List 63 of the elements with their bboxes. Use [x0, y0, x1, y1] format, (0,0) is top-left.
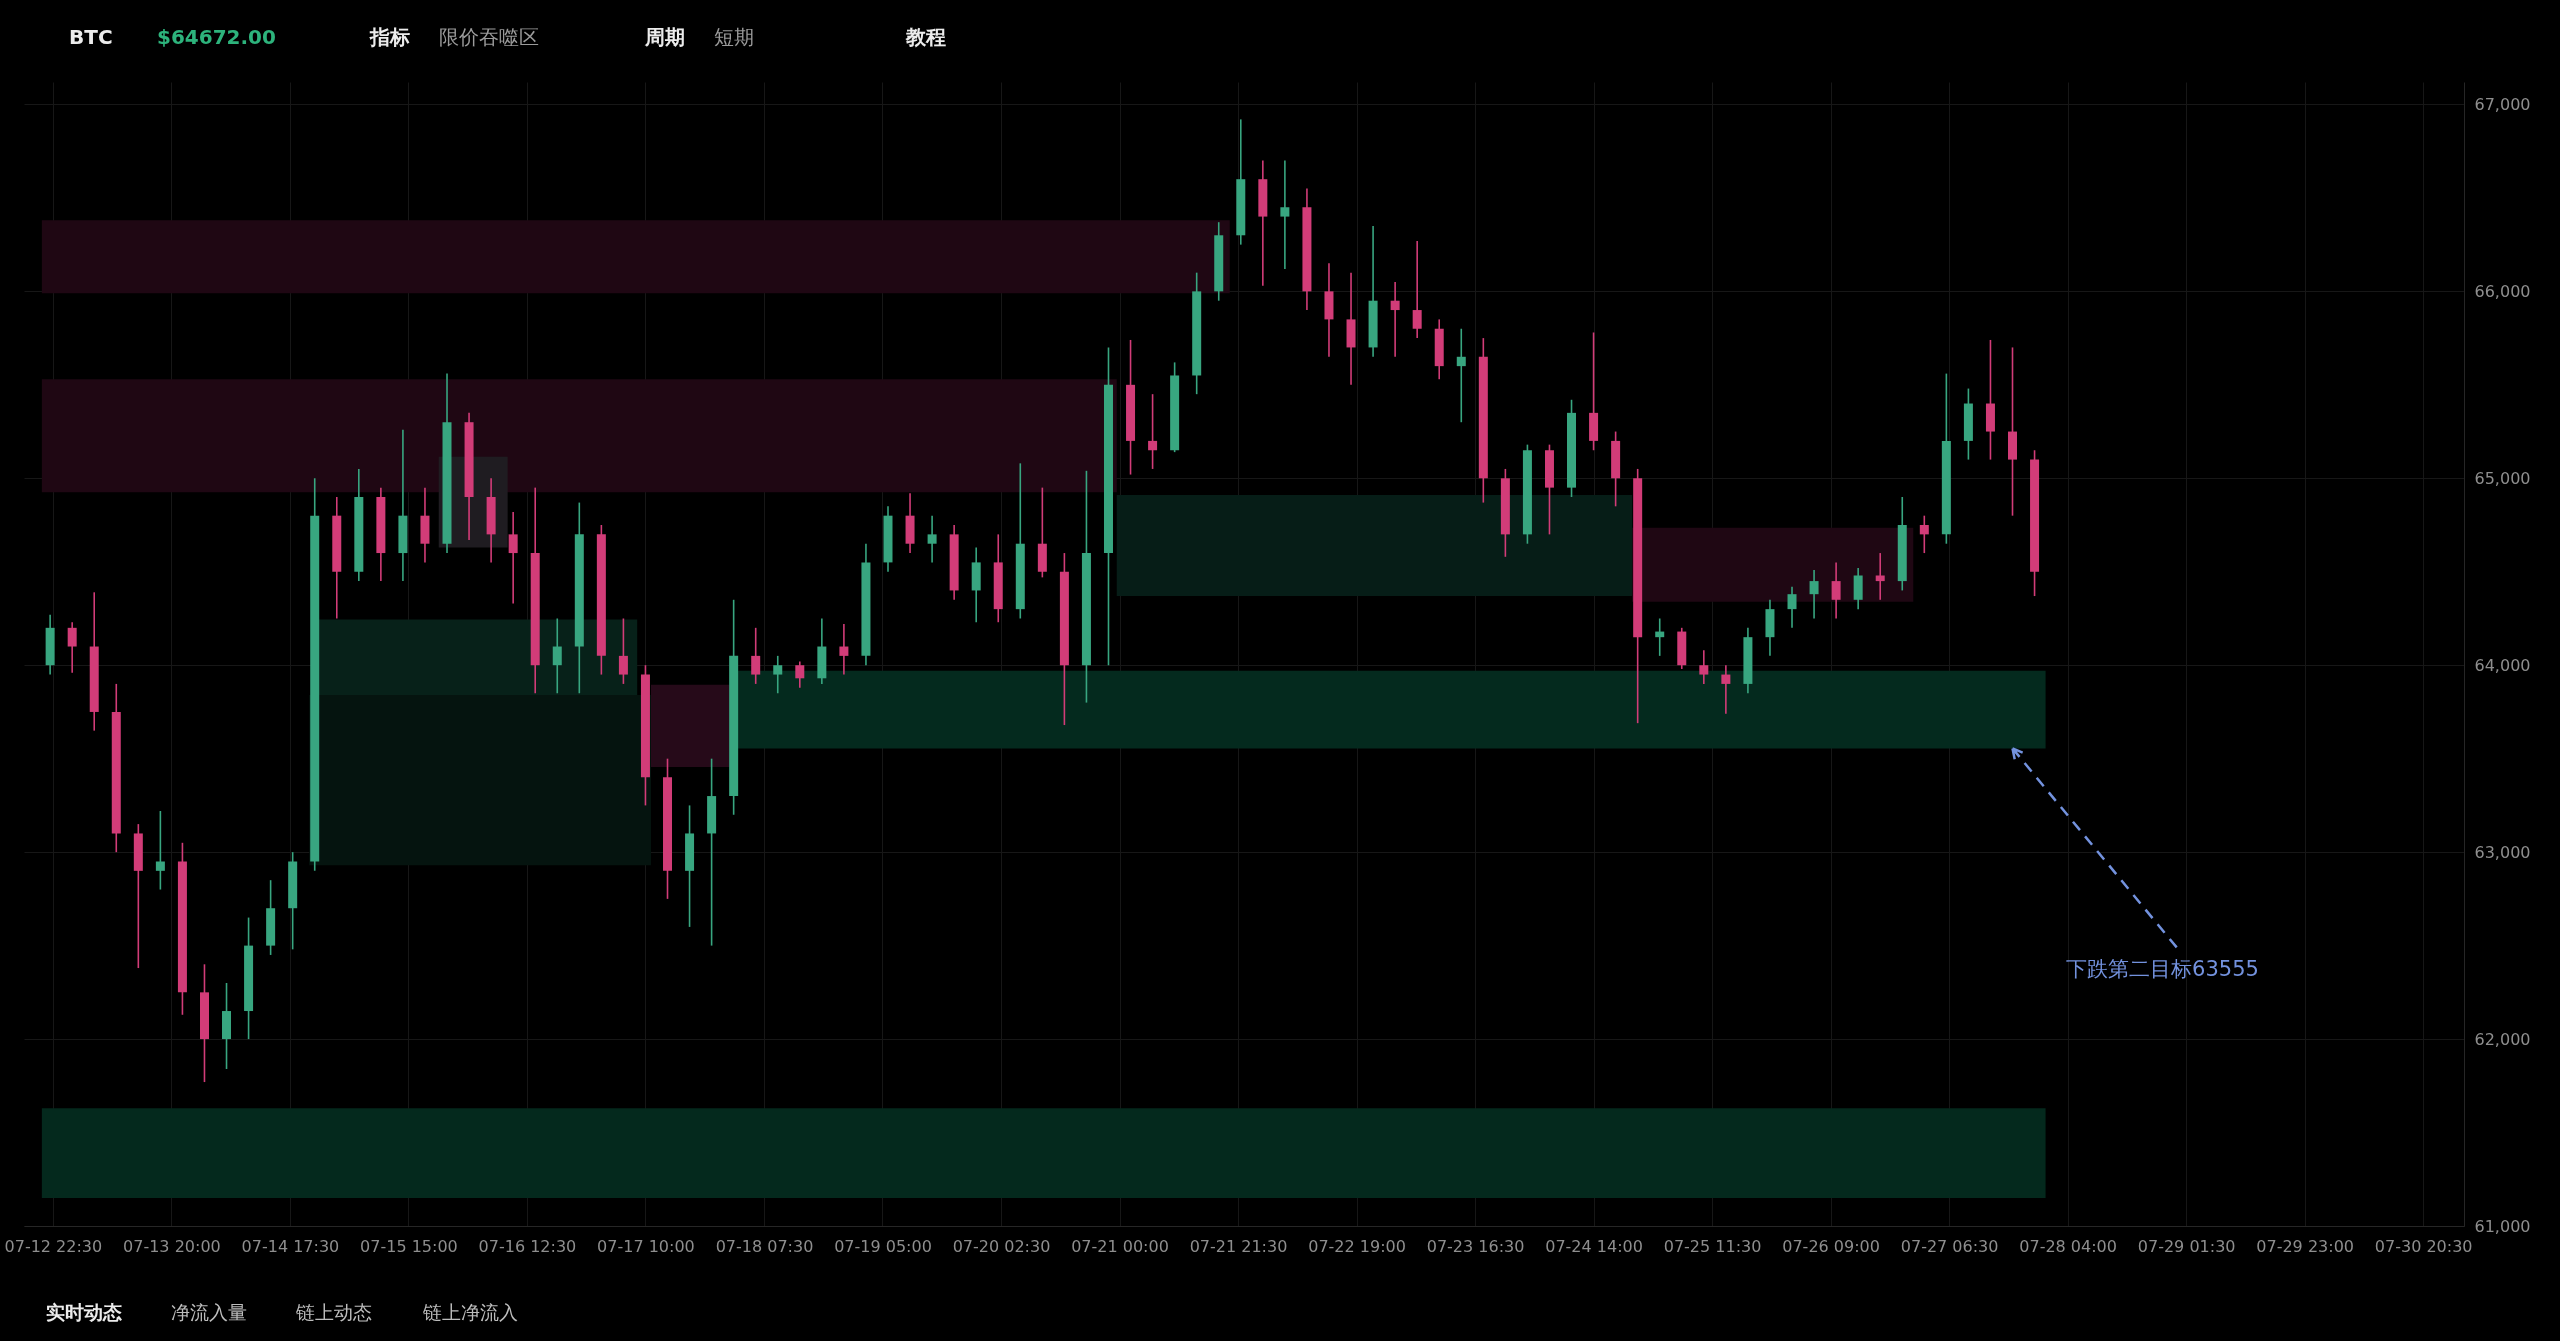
- y-tick-label: 62,000: [2474, 1029, 2531, 1049]
- x-tick-label: 07-13 20:00: [123, 1236, 221, 1256]
- x-tick-label: 07-26 09:00: [1782, 1236, 1880, 1256]
- x-tick-label: 07-28 04:00: [2019, 1236, 2117, 1256]
- x-tick-label: 07-18 07:30: [715, 1236, 814, 1256]
- x-tick-label: 07-16 12:30: [478, 1236, 577, 1256]
- candlestick: [1721, 664, 1731, 715]
- x-tick-label: 07-25 11:30: [1663, 1236, 1762, 1256]
- y-tick-label: 65,000: [2474, 468, 2531, 488]
- candlestick: [795, 660, 805, 689]
- candlestick: [67, 621, 77, 674]
- y-tick-label: 63,000: [2474, 842, 2531, 862]
- candlestick: [1831, 561, 1841, 620]
- candlestick: [1787, 585, 1797, 629]
- text: 短期: [714, 25, 754, 49]
- candlestick: [618, 617, 628, 685]
- candlestick: [1148, 393, 1158, 470]
- text: 净流入量: [171, 1301, 247, 1323]
- x-tick-label: 07-21 00:00: [1071, 1236, 1169, 1256]
- text: 教程: [905, 25, 946, 49]
- x-tick-label: 07-21 21:30: [1189, 1236, 1288, 1256]
- candlestick: [1280, 159, 1290, 270]
- candlestick: [552, 617, 562, 695]
- text: 指标: [369, 25, 410, 49]
- x-tick-label: 07-12 22:30: [4, 1236, 103, 1256]
- candlestick: [1655, 617, 1665, 657]
- x-tick-label: 07-30 20:30: [2374, 1236, 2473, 1256]
- candlestick: [155, 810, 165, 891]
- candlestick: [751, 627, 761, 685]
- chart-subtitle: $64672.00: [157, 25, 276, 49]
- text: 周期: [644, 25, 685, 49]
- x-tick-label: 07-14 17:30: [241, 1236, 340, 1256]
- y-tick-label: 64,000: [2474, 655, 2531, 675]
- candlestick: [839, 623, 849, 676]
- x-tick-label: 07-15 15:00: [360, 1236, 458, 1256]
- x-tick-label: 07-27 06:30: [1900, 1236, 1999, 1256]
- annotation: 下跌第二目标63555: [2066, 957, 2259, 982]
- x-tick-label: 07-17 10:00: [597, 1236, 695, 1256]
- x-tick-label: 07-29 23:00: [2256, 1236, 2354, 1256]
- chart-title: BTC: [69, 25, 113, 49]
- candlestick: [1919, 514, 1929, 554]
- text: 链上净流入: [421, 1301, 518, 1323]
- text: 实时动态: [46, 1301, 122, 1323]
- candlestick: [508, 511, 518, 605]
- text: 限价吞噬区: [439, 25, 539, 49]
- y-tick-label: 66,000: [2474, 281, 2531, 301]
- candlestick: [1875, 552, 1885, 601]
- x-tick-label: 07-29 01:30: [2137, 1236, 2236, 1256]
- y-tick-label: 67,000: [2474, 94, 2531, 114]
- x-tick-label: 07-23 16:30: [1426, 1236, 1525, 1256]
- x-tick-label: 07-19 05:00: [834, 1236, 932, 1256]
- y-tick-label: 61,000: [2474, 1216, 2531, 1236]
- x-tick-label: 07-22 19:00: [1308, 1236, 1406, 1256]
- candlestick: [1390, 281, 1400, 358]
- candlestick: [927, 514, 937, 564]
- candlestick: [773, 655, 783, 695]
- text: 链上动态: [295, 1301, 372, 1323]
- x-tick-label: 07-24 14:00: [1545, 1236, 1643, 1256]
- x-tick-label: 07-20 02:30: [952, 1236, 1051, 1256]
- candlestick: [1456, 327, 1466, 424]
- candlestick: [1412, 240, 1422, 339]
- candlestick: [1699, 649, 1709, 685]
- candlestick: [1809, 569, 1819, 620]
